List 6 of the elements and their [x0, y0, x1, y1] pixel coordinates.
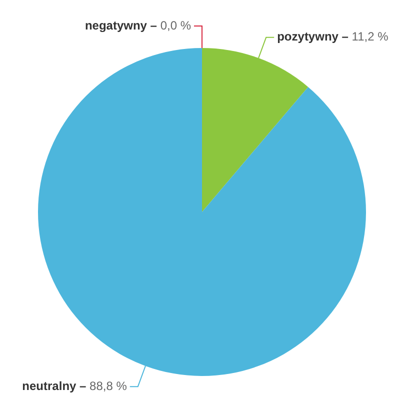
data-label: 88,8 %: [86, 378, 128, 393]
slice-label: neutralny –: [22, 378, 87, 393]
text: 0,0 %: [160, 18, 192, 32]
slice-label: pozytywny –: [277, 30, 349, 44]
data-label: 11,2 %: [348, 30, 389, 44]
category-label: negatywny –: [84, 18, 157, 32]
